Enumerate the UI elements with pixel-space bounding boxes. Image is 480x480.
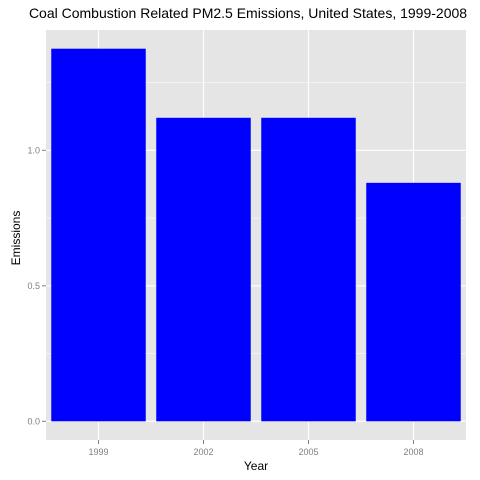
x-axis-title: Year	[244, 459, 268, 473]
bar	[51, 48, 146, 422]
y-axis-title: Emissions	[9, 211, 23, 266]
x-axis: 1999 2002 2005 2008	[88, 440, 424, 457]
x-tick-label: 2005	[298, 447, 318, 457]
y-tick-label: 0.0	[27, 416, 40, 426]
x-tick-label: 2008	[403, 447, 423, 457]
plot-panel	[46, 30, 466, 440]
y-tick-label: 0.5	[27, 281, 40, 291]
x-tick-label: 2002	[193, 447, 213, 457]
bar	[156, 117, 251, 422]
bar	[261, 117, 356, 422]
y-axis: 0.0 0.5 1.0	[27, 145, 46, 426]
bar	[366, 182, 461, 422]
chart-title: Coal Combustion Related PM2.5 Emissions,…	[29, 5, 467, 21]
x-tick-label: 1999	[88, 447, 108, 457]
y-tick-label: 1.0	[27, 145, 40, 155]
